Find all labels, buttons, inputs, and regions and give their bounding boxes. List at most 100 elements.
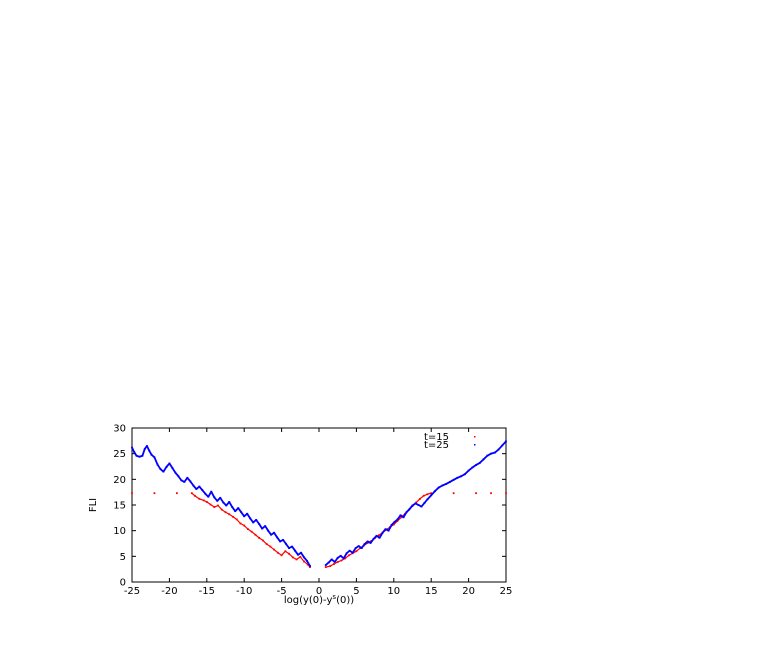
point-trail — [296, 556, 301, 560]
point-trail — [490, 451, 496, 455]
point-trail — [258, 523, 263, 530]
x-axis-title-main: log(y(0)-y — [284, 595, 333, 606]
data-point — [291, 545, 293, 548]
point-trail — [262, 539, 268, 545]
point-trail — [430, 490, 436, 496]
point-trail — [141, 448, 146, 457]
data-point — [475, 492, 477, 495]
point-trail — [475, 462, 481, 466]
legend-marker-t25 — [474, 444, 476, 446]
point-trail — [351, 547, 357, 554]
legend-label-t25: t=25 — [424, 440, 449, 451]
legend-label-t15: t=15 — [424, 432, 449, 443]
point-trail — [344, 554, 350, 559]
point-trail — [285, 550, 290, 555]
point-trail — [269, 546, 275, 551]
point-trail — [266, 543, 271, 548]
point-trail — [486, 452, 492, 457]
point-trail — [427, 492, 432, 495]
point-trail — [282, 539, 287, 545]
point-trail — [177, 475, 183, 481]
point-trail — [292, 556, 297, 560]
point-trail — [225, 511, 230, 515]
data-point — [452, 492, 455, 495]
point-trail — [236, 518, 241, 524]
point-trail — [415, 498, 421, 503]
point-trail — [279, 539, 284, 543]
point-trail — [174, 472, 180, 477]
point-trail — [162, 466, 168, 473]
point-trail — [303, 561, 309, 566]
point-trail — [221, 509, 226, 513]
point-trail — [385, 528, 389, 532]
point-trail — [479, 458, 485, 464]
point-trail — [418, 504, 422, 508]
point-trail — [240, 522, 245, 527]
point-trail — [189, 480, 195, 487]
point-trail — [251, 531, 256, 536]
point-trail — [453, 477, 458, 481]
point-trail — [156, 463, 162, 470]
data-point — [284, 550, 287, 553]
point-trail — [243, 525, 249, 530]
x-axis-title-tail: (0)) — [336, 595, 354, 606]
x-tick-label: -5 — [277, 586, 287, 597]
point-trail — [148, 450, 153, 456]
point-trail — [228, 501, 234, 508]
point-trail — [426, 494, 432, 500]
x-axis-title-sup: s — [332, 593, 336, 601]
point-trail — [168, 462, 174, 469]
point-trail — [201, 489, 206, 495]
point-trail — [273, 549, 279, 554]
data-point — [168, 462, 171, 465]
point-trail — [460, 473, 466, 478]
x-tick-label: 5 — [353, 586, 359, 597]
y-tick-label: 15 — [113, 501, 126, 512]
y-tick-label: 25 — [113, 449, 126, 460]
point-trail — [131, 447, 136, 453]
point-trail — [396, 514, 402, 520]
point-trail — [325, 561, 330, 566]
point-trail — [415, 502, 419, 506]
point-trail — [408, 504, 414, 510]
point-trail — [203, 499, 208, 503]
x-tick-label: 0 — [316, 586, 322, 597]
point-trail — [186, 477, 192, 482]
point-trail — [150, 454, 156, 458]
point-trail — [294, 550, 299, 556]
x-tick-label: -15 — [199, 586, 215, 597]
data-point — [399, 514, 402, 517]
point-trail — [434, 486, 440, 492]
point-trail — [246, 513, 251, 519]
point-trail — [328, 558, 333, 564]
point-trail — [306, 560, 311, 567]
point-trail — [299, 556, 305, 562]
point-trail — [206, 501, 211, 505]
data-point — [505, 492, 507, 495]
point-trail — [419, 495, 425, 500]
y-tick-label: 10 — [113, 526, 126, 537]
x-tick-label: -25 — [124, 586, 140, 597]
data-point — [252, 521, 255, 524]
point-trail — [397, 516, 402, 522]
point-trail — [369, 538, 375, 544]
point-trail — [171, 467, 177, 474]
point-trail — [153, 456, 159, 465]
point-trail — [356, 547, 361, 552]
point-trail — [219, 497, 225, 503]
point-trail — [420, 502, 426, 508]
point-trail — [139, 454, 143, 458]
data-point — [342, 557, 345, 560]
data-point — [131, 492, 133, 495]
point-trail — [210, 503, 215, 508]
x-tick-label: 20 — [462, 586, 475, 597]
point-trail — [405, 508, 411, 513]
legend-dot — [474, 444, 476, 446]
point-trail — [482, 455, 488, 460]
point-trail — [194, 495, 200, 500]
point-trail — [199, 498, 205, 501]
point-trail — [372, 535, 378, 540]
point-trail — [393, 520, 398, 525]
data-point — [228, 501, 231, 503]
